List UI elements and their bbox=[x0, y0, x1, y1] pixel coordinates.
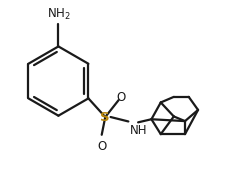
Text: O: O bbox=[97, 140, 106, 153]
Text: O: O bbox=[116, 91, 126, 104]
Text: NH: NH bbox=[130, 124, 148, 137]
Text: NH$_2$: NH$_2$ bbox=[46, 7, 70, 22]
Text: S: S bbox=[100, 110, 110, 123]
